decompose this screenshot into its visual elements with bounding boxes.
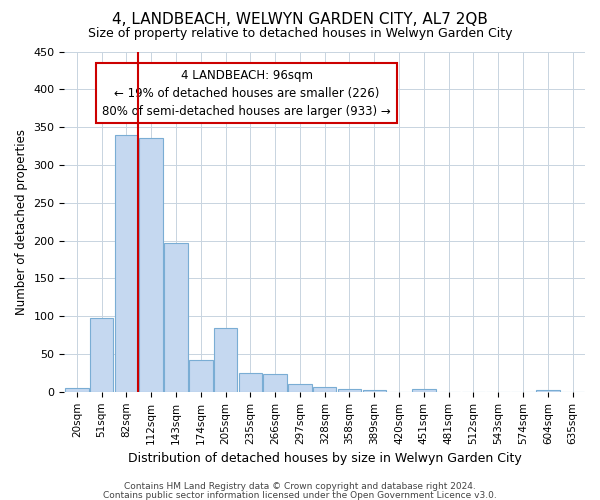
Bar xyxy=(164,243,188,392)
Bar xyxy=(313,388,337,392)
Y-axis label: Number of detached properties: Number of detached properties xyxy=(15,128,28,314)
Bar xyxy=(263,374,287,392)
Bar xyxy=(412,389,436,392)
Bar xyxy=(288,384,311,392)
Bar xyxy=(139,138,163,392)
Bar xyxy=(214,328,238,392)
Bar xyxy=(338,389,361,392)
Bar xyxy=(362,390,386,392)
Text: Contains HM Land Registry data © Crown copyright and database right 2024.: Contains HM Land Registry data © Crown c… xyxy=(124,482,476,491)
Text: 4, LANDBEACH, WELWYN GARDEN CITY, AL7 2QB: 4, LANDBEACH, WELWYN GARDEN CITY, AL7 2Q… xyxy=(112,12,488,28)
Bar xyxy=(536,390,560,392)
Bar xyxy=(189,360,212,392)
X-axis label: Distribution of detached houses by size in Welwyn Garden City: Distribution of detached houses by size … xyxy=(128,452,521,465)
Bar xyxy=(65,388,89,392)
Bar xyxy=(239,373,262,392)
Bar xyxy=(90,318,113,392)
Text: Contains public sector information licensed under the Open Government Licence v3: Contains public sector information licen… xyxy=(103,490,497,500)
Text: 4 LANDBEACH: 96sqm
← 19% of detached houses are smaller (226)
80% of semi-detach: 4 LANDBEACH: 96sqm ← 19% of detached hou… xyxy=(102,68,391,117)
Bar xyxy=(115,134,138,392)
Text: Size of property relative to detached houses in Welwyn Garden City: Size of property relative to detached ho… xyxy=(88,28,512,40)
